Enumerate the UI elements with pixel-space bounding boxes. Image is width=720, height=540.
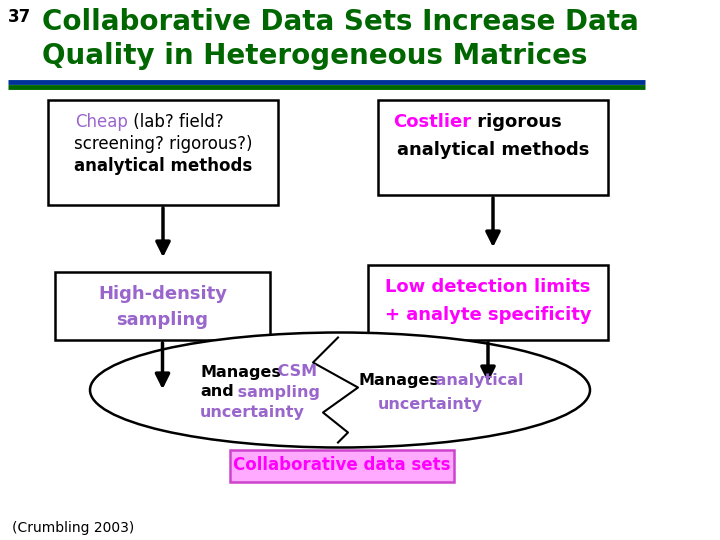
Text: rigorous: rigorous xyxy=(471,113,562,131)
FancyBboxPatch shape xyxy=(230,449,454,482)
Text: 37: 37 xyxy=(8,8,31,26)
Text: screening? rigorous?): screening? rigorous?) xyxy=(73,135,252,153)
Text: sampling: sampling xyxy=(232,384,320,400)
Text: (lab? field?: (lab? field? xyxy=(128,113,224,131)
Text: and: and xyxy=(200,384,234,400)
Text: uncertainty: uncertainty xyxy=(378,396,483,411)
Text: Collaborative data sets: Collaborative data sets xyxy=(233,456,451,475)
Text: + analyte specificity: + analyte specificity xyxy=(384,306,591,324)
Ellipse shape xyxy=(90,333,590,448)
Text: Manages: Manages xyxy=(200,364,281,380)
Text: Collaborative Data Sets Increase Data: Collaborative Data Sets Increase Data xyxy=(42,8,639,36)
Text: analytical: analytical xyxy=(430,373,523,388)
Text: (Crumbling 2003): (Crumbling 2003) xyxy=(12,521,134,535)
Text: sampling: sampling xyxy=(117,311,209,329)
Text: Low detection limits: Low detection limits xyxy=(385,278,590,296)
Bar xyxy=(378,100,608,195)
Text: Quality in Heterogeneous Matrices: Quality in Heterogeneous Matrices xyxy=(42,42,588,70)
Text: analytical methods: analytical methods xyxy=(74,157,252,175)
Bar xyxy=(48,100,278,205)
Text: CSM: CSM xyxy=(272,364,317,380)
Bar xyxy=(368,265,608,340)
Text: High-density: High-density xyxy=(98,285,227,303)
Text: Costlier: Costlier xyxy=(393,113,471,131)
Text: Manages: Manages xyxy=(358,373,439,388)
Text: Cheap: Cheap xyxy=(75,113,128,131)
Text: uncertainty: uncertainty xyxy=(200,404,305,420)
Text: analytical methods: analytical methods xyxy=(397,141,589,159)
Bar xyxy=(55,272,270,340)
